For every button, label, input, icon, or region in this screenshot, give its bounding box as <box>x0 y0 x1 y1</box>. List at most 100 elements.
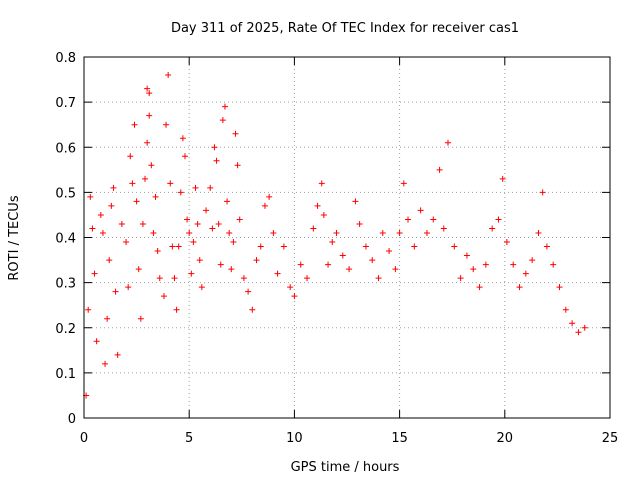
data-point <box>346 266 353 273</box>
data-point <box>194 220 201 227</box>
data-point <box>142 175 149 182</box>
y-tick-label: 0.1 <box>55 367 76 382</box>
y-tick-label: 0.6 <box>55 141 76 156</box>
data-point <box>192 184 199 191</box>
y-axis-label: ROTI / TECUs <box>7 195 22 280</box>
data-point <box>522 270 529 277</box>
data-point <box>457 275 464 282</box>
data-point <box>127 153 134 160</box>
data-point <box>181 153 188 160</box>
data-point <box>217 261 224 268</box>
data-point <box>186 229 193 236</box>
data-point <box>102 360 109 367</box>
data-point <box>150 229 157 236</box>
data-point <box>93 338 100 345</box>
data-point <box>386 248 393 255</box>
data-point <box>261 202 268 209</box>
data-point <box>314 202 321 209</box>
data-point <box>154 248 161 255</box>
data-point <box>230 239 237 246</box>
data-point <box>356 220 363 227</box>
data-point <box>329 239 336 246</box>
data-point <box>146 90 153 97</box>
data-point <box>245 288 252 295</box>
data-point <box>411 243 418 250</box>
data-point <box>362 243 369 250</box>
x-tick-label: 5 <box>185 431 193 446</box>
data-point <box>198 284 205 291</box>
data-point <box>304 275 311 282</box>
data-point <box>97 211 104 218</box>
data-point <box>148 162 155 169</box>
data-point <box>108 202 115 209</box>
data-point <box>352 198 359 205</box>
data-point <box>144 85 151 92</box>
data-point <box>169 243 176 250</box>
data-point <box>236 216 243 223</box>
data-point <box>213 157 220 164</box>
data-point <box>87 193 94 200</box>
data-point <box>495 216 502 223</box>
data-point <box>190 239 197 246</box>
data-point <box>131 121 138 128</box>
data-point <box>152 193 159 200</box>
data-point <box>379 229 386 236</box>
data-point <box>375 275 382 282</box>
y-tick-label: 0.5 <box>55 186 76 201</box>
data-point <box>215 220 222 227</box>
data-point <box>167 180 174 187</box>
data-point <box>133 198 140 205</box>
data-point <box>318 180 325 187</box>
y-tick-label: 0.8 <box>55 51 76 66</box>
data-point <box>325 261 332 268</box>
data-point <box>562 306 569 313</box>
data-point <box>257 243 264 250</box>
axis-ticks: 0 0.1 0.2 0.3 0.4 0.5 0.6 0.7 0.8 0 5 10 15 20 25 <box>55 51 618 446</box>
data-point <box>163 121 170 128</box>
data-point <box>129 180 136 187</box>
data-point <box>556 284 563 291</box>
data-point <box>499 175 506 182</box>
data-point <box>125 284 132 291</box>
data-point <box>144 139 151 146</box>
data-point <box>444 139 451 146</box>
data-point <box>333 229 340 236</box>
y-tick-label: 0 <box>68 412 76 427</box>
data-point <box>291 293 298 300</box>
data-point <box>249 306 256 313</box>
data-point <box>232 130 239 137</box>
data-point <box>135 266 142 273</box>
data-point <box>400 180 407 187</box>
y-tick-label: 0.7 <box>55 96 76 111</box>
data-point <box>503 239 510 246</box>
data-point <box>234 162 241 169</box>
y-tick-label: 0.4 <box>55 232 76 247</box>
data-point <box>207 184 214 191</box>
data-point <box>171 275 178 282</box>
data-point <box>297 261 304 268</box>
data-point <box>203 207 210 214</box>
data-point <box>280 243 287 250</box>
data-point <box>451 243 458 250</box>
data-point <box>226 229 233 236</box>
data-point <box>470 266 477 273</box>
data-point <box>211 144 218 151</box>
data-point <box>221 103 228 110</box>
x-tick-label: 25 <box>602 431 619 446</box>
data-point <box>539 189 546 196</box>
data-point <box>175 243 182 250</box>
data-point <box>114 351 121 358</box>
data-point <box>287 284 294 291</box>
data-point <box>339 252 346 259</box>
data-point <box>270 229 277 236</box>
x-axis-label: GPS time / hours <box>291 460 400 475</box>
data-point <box>417 207 424 214</box>
data-point <box>529 257 536 264</box>
data-point <box>320 211 327 218</box>
x-tick-label: 20 <box>497 431 514 446</box>
data-point <box>224 198 231 205</box>
data-point <box>173 306 180 313</box>
plot-frame <box>83 56 611 419</box>
data-point <box>569 320 576 327</box>
